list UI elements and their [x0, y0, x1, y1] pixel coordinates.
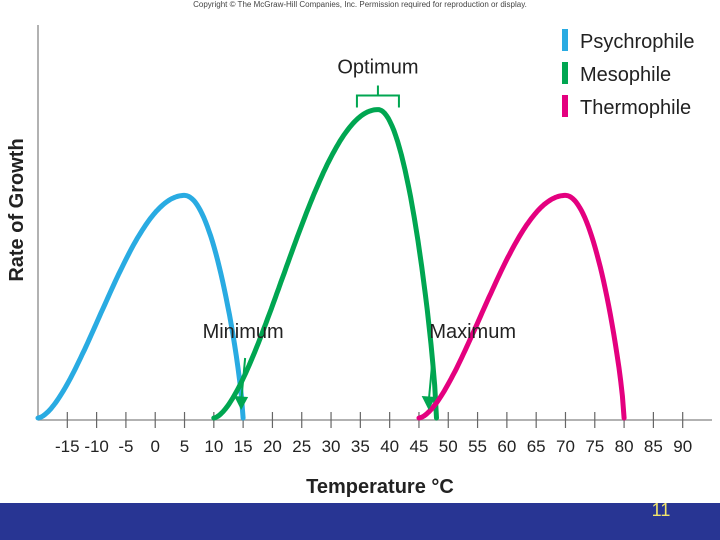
- x-tick-label: 65: [527, 437, 546, 456]
- x-tick-label: 35: [351, 437, 370, 456]
- maximum-arrow: [427, 357, 434, 403]
- x-tick-label: 40: [380, 437, 399, 456]
- x-tick-label: 25: [292, 437, 311, 456]
- legend-label-psychrophile: Psychrophile: [580, 31, 695, 53]
- x-tick-label: 55: [468, 437, 487, 456]
- y-axis-label: Rate of Growth: [6, 138, 28, 281]
- x-tick-label: 30: [322, 437, 341, 456]
- x-tick-label: 75: [585, 437, 604, 456]
- slide-footer-bar: [0, 503, 720, 540]
- minimum-arrowhead: [234, 396, 249, 410]
- optimum-label: Optimum: [337, 57, 418, 79]
- x-axis-label: Temperature °C: [306, 476, 454, 498]
- legend-swatch-thermophile: [562, 95, 568, 117]
- maximum-arrowhead: [421, 396, 436, 410]
- x-tick-label: -5: [118, 437, 133, 456]
- x-tick-label: 5: [180, 437, 189, 456]
- x-tick-label: 80: [615, 437, 634, 456]
- series-line-mesophile: [211, 107, 439, 421]
- legend-label-mesophile: Mesophile: [580, 64, 671, 86]
- legend-swatch-psychrophile: [562, 29, 568, 51]
- x-tick-label: 10: [204, 437, 223, 456]
- minimum-label: Minimum: [203, 321, 284, 343]
- x-tick-label: -15: [55, 437, 80, 456]
- x-tick-label: 15: [234, 437, 253, 456]
- x-tick-label: 20: [263, 437, 282, 456]
- series-line-psychrophile: [35, 192, 246, 421]
- legend-swatch-mesophile: [562, 62, 568, 84]
- x-tick-label: 45: [409, 437, 428, 456]
- legend-label-thermophile: Thermophile: [580, 97, 691, 119]
- x-tick-label: 70: [556, 437, 575, 456]
- optimum-bracket: [355, 85, 400, 108]
- x-tick-label: 60: [497, 437, 516, 456]
- slide-number: 11: [651, 500, 671, 520]
- growth-rate-chart: -15 -10 -5 0 5 10 15 20 25 30 35 40 45 50 55 60 65 70 75 80…: [6, 25, 712, 498]
- maximum-label: Maximum: [429, 321, 516, 343]
- x-tick-label: 85: [644, 437, 663, 456]
- copyright-notice: Copyright © The McGraw-Hill Companies, I…: [193, 0, 527, 9]
- x-tick-label: 90: [673, 437, 692, 456]
- x-tick-label: 0: [150, 437, 159, 456]
- x-tick-label: -10: [84, 437, 109, 456]
- minimum-arrow: [240, 357, 247, 403]
- series-line-thermophile: [416, 192, 627, 421]
- chart-axes: [37, 25, 712, 421]
- x-tick-label: 50: [439, 437, 458, 456]
